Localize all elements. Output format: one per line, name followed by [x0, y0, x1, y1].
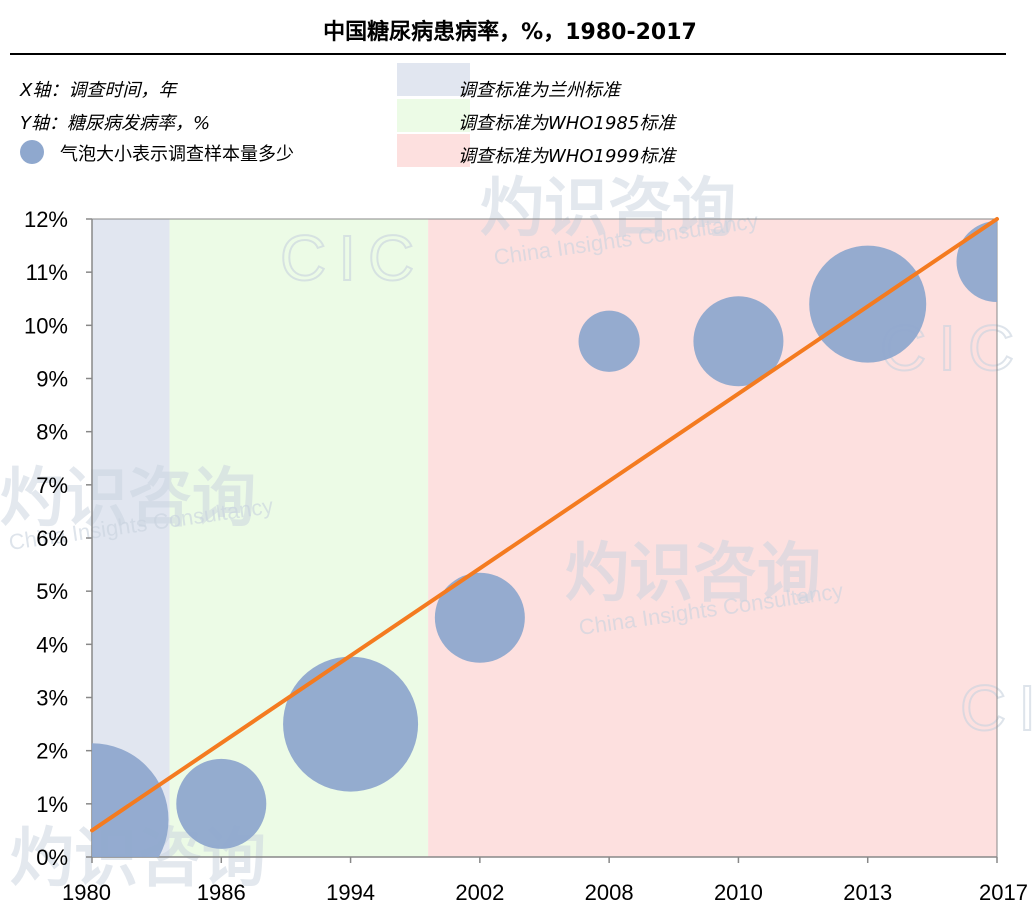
- bubble-1986: [176, 758, 267, 849]
- y-tick-label: 8%: [36, 420, 68, 445]
- watermark-logo: CIC: [960, 672, 1033, 744]
- legend-swatch-who1985: [397, 99, 470, 132]
- y-tick-label: 9%: [36, 367, 68, 392]
- y-axis-note: Y轴：糖尿病发病率，%: [20, 113, 211, 134]
- x-tick-label: 1986: [197, 880, 246, 905]
- y-tick-label: 6%: [36, 526, 68, 551]
- bubble-1994: [283, 656, 419, 792]
- x-tick-label: 1994: [326, 880, 375, 905]
- y-tick-label: 1%: [36, 792, 68, 817]
- legend-swatch-lanzhou: [397, 63, 470, 96]
- legend-label-who1999: 调查标准为WHO1999标准: [458, 146, 676, 167]
- bubble-2002: [434, 572, 525, 663]
- watermark-cn: 灼识咨询: [480, 172, 736, 246]
- trend-layer: [90, 217, 999, 833]
- watermark-logo: CIC: [280, 222, 426, 294]
- title-divider: [10, 53, 1006, 55]
- trend-line: [90, 217, 999, 833]
- bubble-2010: [693, 296, 784, 387]
- y-tick-label: 5%: [36, 579, 68, 604]
- legend-swatch-who1999: [397, 134, 470, 167]
- bubble-layer: [92, 221, 997, 857]
- y-tick-label: 2%: [36, 739, 68, 764]
- x-tick-label: 2017: [979, 880, 1028, 905]
- x-tick-label: 1980: [62, 880, 111, 905]
- bubble-size-note: 气泡大小表示调查样本量多少: [60, 144, 294, 165]
- x-tick-label: 2010: [714, 880, 763, 905]
- watermark-layer: CIC 灼识咨询 China Insights Consultancy 灼识咨询…: [0, 172, 1033, 896]
- y-tick-label: 0%: [36, 845, 68, 870]
- bubble-legend-marker: [20, 140, 44, 164]
- x-tick-label: 2013: [843, 880, 892, 905]
- tick-labels: 0% 1% 2% 3% 4% 5% 6% 7% 8% 9% 10% 11% 12% 1980 1986 199…: [24, 207, 1028, 905]
- y-tick-label: 10%: [24, 313, 68, 338]
- y-tick-label: 11%: [26, 260, 68, 285]
- watermark-cn: 灼识咨询: [565, 537, 821, 611]
- x-axis-note: X轴：调查时间，年: [20, 80, 177, 101]
- y-tick-label: 7%: [36, 473, 68, 498]
- watermark-cn: 灼识咨询: [0, 462, 256, 536]
- chart-title: 中国糖尿病患病率，%，1980-2017: [323, 20, 697, 45]
- legend-label-lanzhou: 调查标准为兰州标准: [458, 80, 620, 101]
- legend-label-who1985: 调查标准为WHO1985标准: [458, 113, 676, 134]
- bubble-2008: [578, 310, 640, 372]
- y-tick-label: 3%: [36, 686, 68, 711]
- y-tick-label: 12%: [24, 207, 68, 232]
- x-tick-label: 2008: [585, 880, 634, 905]
- x-tick-label: 2002: [455, 880, 504, 905]
- bubble-1980: [92, 743, 169, 857]
- y-tick-label: 4%: [36, 632, 68, 657]
